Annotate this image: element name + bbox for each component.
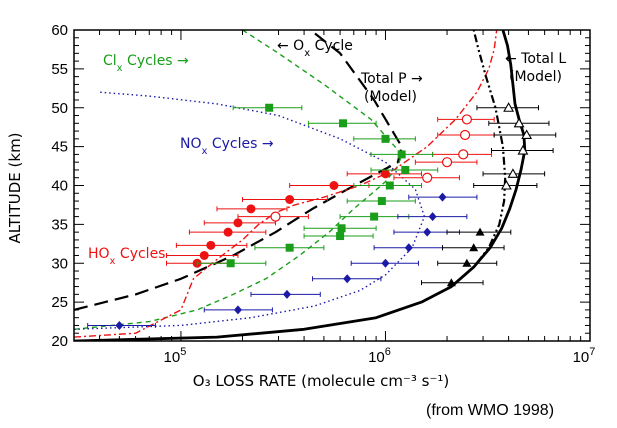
obs-total-obs bbox=[420, 227, 512, 287]
series-ox-line bbox=[74, 30, 403, 311]
data-point-square bbox=[337, 224, 346, 233]
data-point-diamond bbox=[343, 274, 352, 284]
series-hox-line bbox=[74, 30, 498, 338]
data-point-open-triangle bbox=[513, 117, 525, 128]
obs-total-obs-open bbox=[473, 102, 557, 190]
data-point-open-triangle bbox=[517, 144, 529, 155]
data-point-open-circle bbox=[441, 157, 453, 168]
data-point-triangle bbox=[475, 227, 485, 236]
obs-nox-obs bbox=[87, 192, 478, 330]
data-point-circle bbox=[246, 204, 256, 214]
data-point-square bbox=[370, 212, 379, 221]
data-point-square bbox=[265, 103, 274, 112]
source-credit: (from WMO 1998) bbox=[426, 402, 554, 419]
data-point-circle bbox=[285, 194, 295, 204]
data-point-circle bbox=[206, 240, 216, 250]
data-point-square bbox=[397, 150, 406, 159]
y-tick-label: 55 bbox=[51, 61, 68, 78]
y-axis-ticks: 20 25 30 35 40 45 50 55 60 bbox=[51, 22, 590, 350]
data-point-triangle bbox=[446, 278, 456, 287]
data-point-square bbox=[377, 197, 386, 206]
data-point-square bbox=[339, 119, 348, 128]
data-point-diamond bbox=[282, 289, 291, 299]
x-tick-label: 106 bbox=[368, 346, 391, 366]
series-total-p-line bbox=[74, 30, 507, 341]
y-tick-label: 30 bbox=[51, 255, 68, 272]
data-point-circle bbox=[199, 250, 209, 260]
data-point-square bbox=[285, 243, 294, 252]
y-tick-label: 50 bbox=[51, 100, 68, 117]
x-axis-ticks: 105 106 107 bbox=[73, 30, 596, 366]
data-point-square bbox=[401, 165, 410, 174]
data-point-circle bbox=[380, 169, 390, 179]
total-p-model-label: (Model) bbox=[364, 89, 417, 105]
data-point-open-circle bbox=[461, 114, 472, 125]
total-l-model-label: (Model) bbox=[509, 69, 562, 85]
obs-hox-obs-open bbox=[237, 114, 495, 222]
y-tick-label: 20 bbox=[51, 333, 68, 350]
y-tick-label: 45 bbox=[51, 139, 68, 156]
observation-layer bbox=[87, 102, 557, 330]
total-p-label: Total P → bbox=[360, 71, 423, 87]
data-point-triangle bbox=[462, 258, 472, 267]
obs-clx-obs bbox=[196, 103, 439, 268]
data-point-circle bbox=[233, 218, 243, 228]
data-point-open-circle bbox=[459, 129, 471, 141]
clx-cycles-label: Clx Cycles → bbox=[103, 53, 189, 74]
hox-cycles-label: HOx Cycles bbox=[88, 246, 165, 267]
data-point-open-triangle bbox=[500, 179, 512, 190]
y-tick-label: 35 bbox=[51, 216, 68, 233]
data-point-open-triangle bbox=[503, 102, 515, 112]
series-clx-line bbox=[74, 30, 403, 330]
y-tick-label: 60 bbox=[51, 22, 68, 39]
data-point-open-circle bbox=[422, 172, 433, 183]
data-point-open-circle bbox=[270, 211, 281, 222]
data-point-open-triangle bbox=[521, 129, 533, 140]
data-point-open-circle bbox=[458, 149, 469, 160]
data-point-diamond bbox=[438, 192, 447, 202]
y-axis-title: ALTITUDE (km) bbox=[6, 132, 24, 243]
data-point-circle bbox=[223, 227, 233, 237]
data-point-diamond bbox=[233, 305, 242, 315]
x-axis-title: O₃ LOSS RATE (molecule cm⁻³ s⁻¹) bbox=[193, 372, 449, 390]
y-tick-label: 40 bbox=[51, 178, 68, 195]
data-point-open-triangle bbox=[507, 168, 519, 178]
data-point-diamond bbox=[404, 243, 413, 253]
data-point-diamond bbox=[115, 320, 124, 330]
data-point-triangle bbox=[469, 243, 479, 252]
total-l-label: ← Total L bbox=[505, 51, 566, 67]
data-point-diamond bbox=[381, 258, 390, 268]
nox-cycles-label: NOx Cycles → bbox=[180, 136, 274, 157]
x-tick-label: 107 bbox=[573, 346, 596, 366]
data-point-circle bbox=[329, 181, 339, 190]
data-point-square bbox=[226, 259, 235, 268]
ox-cycle-label: ← Ox Cycle bbox=[277, 38, 353, 59]
x-tick-label: 105 bbox=[164, 346, 187, 366]
data-point-square bbox=[381, 134, 390, 143]
y-tick-label: 25 bbox=[51, 294, 68, 311]
series-total-l-line bbox=[74, 30, 527, 341]
data-point-square bbox=[336, 232, 345, 241]
data-point-diamond bbox=[423, 227, 432, 237]
data-point-diamond bbox=[428, 212, 437, 222]
data-point-square bbox=[385, 181, 394, 190]
